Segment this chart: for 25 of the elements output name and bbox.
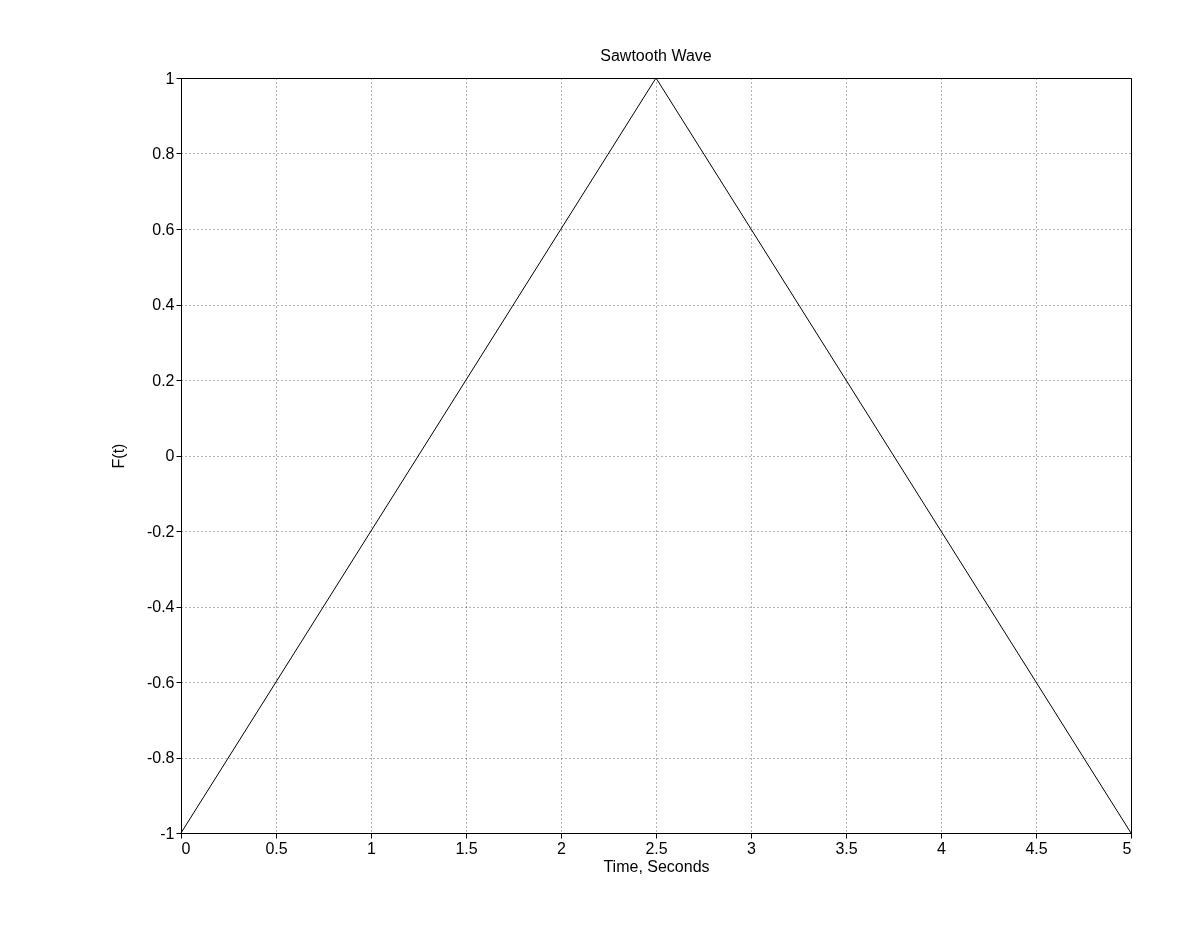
y-tick-label: -0.4 [146,598,175,615]
x-tick-label: 1 [367,839,377,857]
y-tick-label: 0 [165,447,175,464]
x-tick-label: 3.5 [835,839,858,857]
y-tick-label: -0.8 [146,749,175,766]
y-tick-label: 0.2 [152,371,175,389]
x-tick-label: 2 [557,839,567,857]
chart-title: Sawtooth Wave [600,47,712,64]
x-tick-label: 3 [747,839,757,857]
x-tick-label: 2.5 [645,839,668,857]
x-tick-label: 4.5 [1025,839,1048,857]
x-tick-label: 0.5 [265,839,288,857]
y-tick-label: 0.8 [152,145,175,162]
y-tick-label: 0.4 [152,296,175,313]
y-tick-label: 1 [165,69,175,87]
x-axis-title: Time, Seconds [603,857,710,875]
x-tick-label: 1.5 [455,839,478,857]
x-tick-label: 5 [1122,839,1132,857]
x-tick-label: 0 [181,839,191,857]
y-tick-label: -1 [160,824,175,842]
y-tick-label: 0.6 [152,220,175,238]
y-axis-title: F(t) [109,443,127,469]
y-tick-label: -0.2 [146,522,175,540]
y-tick-label: -0.6 [146,673,175,691]
x-tick-label: 4 [937,839,947,857]
